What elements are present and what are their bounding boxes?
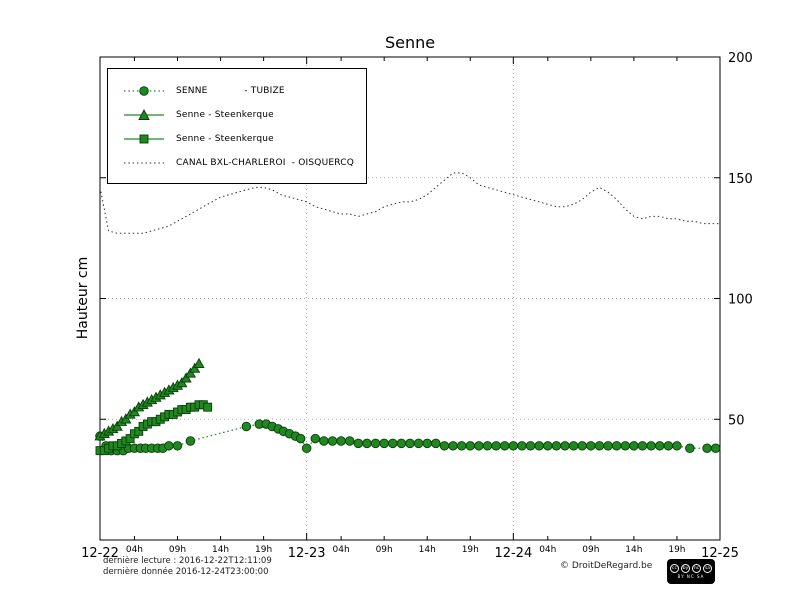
copyright-text: © DroitDeRegard.be xyxy=(560,561,653,571)
x-hour-tick-label: 19h xyxy=(668,545,685,555)
cc-license-badge[interactable]: cc by nc sa BY NC SA xyxy=(667,559,715,584)
x-hour-tick-label: 19h xyxy=(255,545,272,555)
y-tick-label: 100 xyxy=(728,293,753,308)
cc-sa-icon: sa xyxy=(703,564,712,573)
series-senne-steenkerque-triangles xyxy=(94,357,205,441)
x-hour-tick-label: 09h xyxy=(582,545,599,555)
senne-steenkerque-squares-markers xyxy=(95,400,213,456)
x-hour-tick-label: 09h xyxy=(169,545,186,555)
y-tick-label: 150 xyxy=(728,172,753,187)
y-tick-label: 200 xyxy=(728,51,753,66)
legend-item-steenkerque-triangle: Senne - Steenkerque xyxy=(122,103,360,127)
chart-title: Senne xyxy=(384,33,436,52)
x-hour-tick-label: 14h xyxy=(212,545,229,555)
legend: SENNE - TUBIZE Senne - Steenkerque Senne… xyxy=(107,68,367,184)
x-hour-tick-label: 04h xyxy=(333,545,350,555)
axis-ticks xyxy=(99,56,721,540)
last-data-text: dernière donnée 2016-12-24T23:00:00 xyxy=(103,567,269,577)
x-day-tick-label: 12-24 xyxy=(494,546,532,561)
x-hour-tick-label: 19h xyxy=(462,545,479,555)
legend-label-steenkerque-square: Senne - Steenkerque xyxy=(176,134,274,144)
legend-item-canal: CANAL BXL-CHARLEROI - OISQUERCQ xyxy=(122,151,360,175)
x-hour-tick-label: 04h xyxy=(539,545,556,555)
cc-icon: cc xyxy=(670,564,679,573)
x-hour-tick-label: 14h xyxy=(419,545,436,555)
x-day-tick-label: 12-25 xyxy=(701,546,739,561)
x-hour-tick-label: 14h xyxy=(625,545,642,555)
x-hour-tick-label: 04h xyxy=(126,545,143,555)
cc-by-icon: by xyxy=(681,564,690,573)
x-hour-tick-label: 09h xyxy=(376,545,393,555)
legend-label-tubize: SENNE - TUBIZE xyxy=(176,86,285,96)
y-tick-label: 50 xyxy=(728,413,745,428)
legend-item-tubize: SENNE - TUBIZE xyxy=(122,79,360,103)
cc-icons-row: cc by nc sa xyxy=(670,564,712,573)
cc-license-text: BY NC SA xyxy=(677,574,705,579)
legend-label-canal: CANAL BXL-CHARLEROI - OISQUERCQ xyxy=(176,158,355,168)
last-reading-text: dernière lecture : 2016-12-22T12:11:09 xyxy=(103,556,272,566)
legend-marker-triangle-icon xyxy=(124,109,164,120)
axis-labels: 04h 09h 14h 19h 04h 09h 14h 19h 04h 09h 14h 19h 12-2… xyxy=(81,51,753,561)
senne-steenkerque-triangles-markers xyxy=(94,357,205,441)
series-senne-steenkerque-squares xyxy=(95,400,213,456)
x-day-tick-label: 12-23 xyxy=(288,546,326,561)
legend-marker-square-icon xyxy=(124,134,164,144)
x-day-tick-label: 12-22 xyxy=(81,546,119,561)
legend-marker-circle-icon xyxy=(124,86,164,96)
legend-item-steenkerque-square: Senne - Steenkerque xyxy=(122,127,360,151)
legend-marker-line-icon xyxy=(124,162,164,164)
cc-nc-icon: nc xyxy=(692,564,701,573)
legend-label-steenkerque-triangle: Senne - Steenkerque xyxy=(176,110,274,120)
